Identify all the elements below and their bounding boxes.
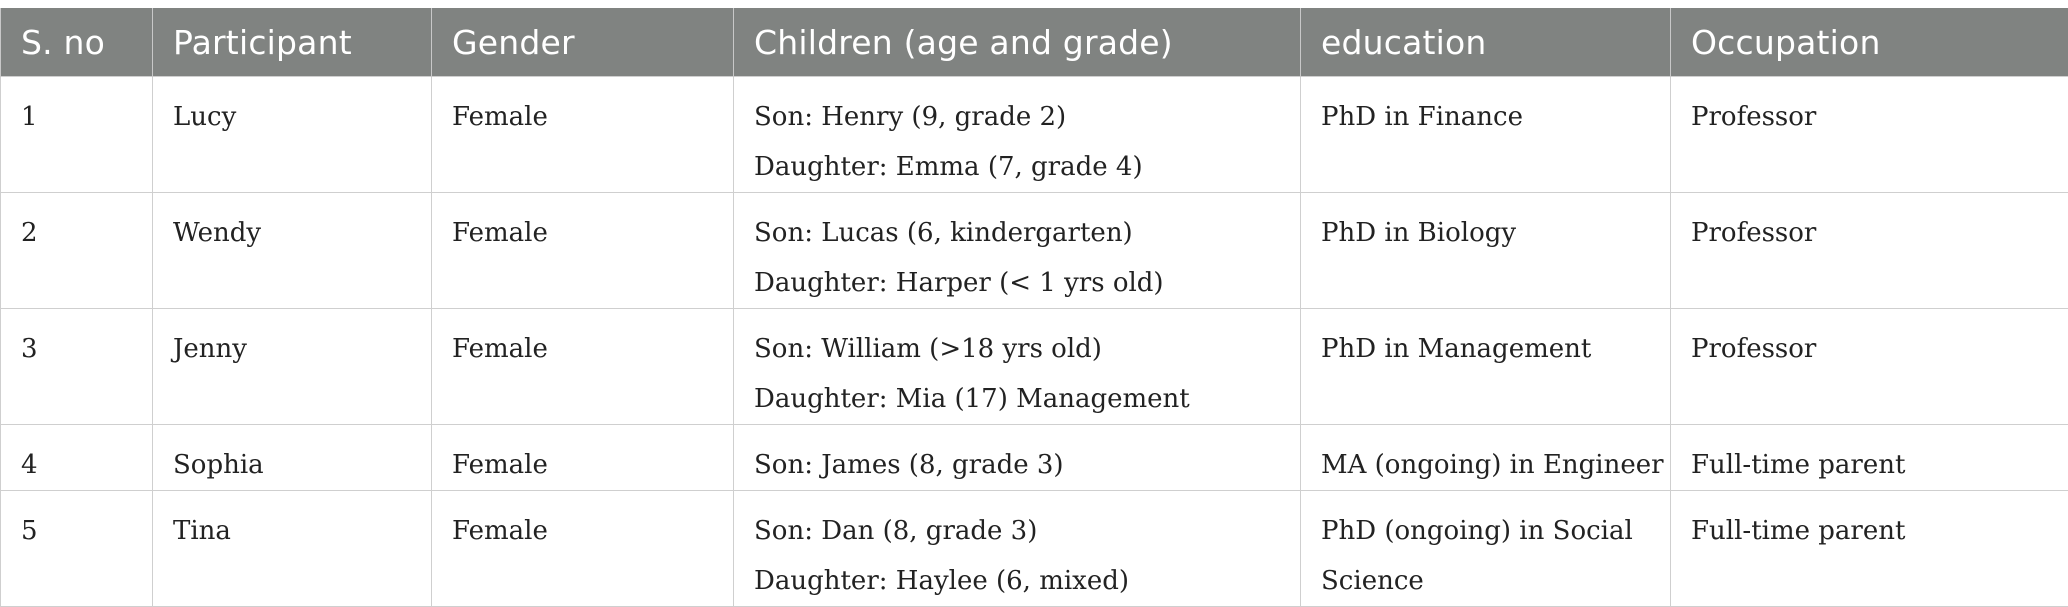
cell-participant: Jenny — [153, 309, 432, 425]
header-row: S. no Participant Gender Children (age a… — [1, 8, 2068, 77]
table-row: 5 Tina Female Son: Dan (8, grade 3) Daug… — [1, 491, 2068, 607]
child-line: Son: Henry (9, grade 2) — [754, 92, 1280, 142]
cell-education: MA (ongoing) in Engineer — [1301, 425, 1671, 491]
cell-occupation: Full-time parent — [1671, 425, 2068, 491]
cell-children: Son: Lucas (6, kindergarten) Daughter: H… — [734, 193, 1301, 309]
education-line: PhD in Finance — [1321, 92, 1650, 142]
cell-participant: Sophia — [153, 425, 432, 491]
child-line: Daughter: Emma (7, grade 4) — [754, 142, 1280, 192]
cell-education: PhD in Management — [1301, 309, 1671, 425]
cell-children: Son: Dan (8, grade 3) Daughter: Haylee (… — [734, 491, 1301, 607]
participants-table-container: S. no Participant Gender Children (age a… — [0, 8, 2068, 607]
header-participant: Participant — [153, 8, 432, 77]
cell-sno: 1 — [1, 77, 153, 193]
cell-participant: Tina — [153, 491, 432, 607]
header-children: Children (age and grade) — [734, 8, 1301, 77]
cell-sno: 5 — [1, 491, 153, 607]
header-education: education — [1301, 8, 1671, 77]
cell-children: Son: Henry (9, grade 2) Daughter: Emma (… — [734, 77, 1301, 193]
cell-gender: Female — [432, 309, 734, 425]
education-line: MA (ongoing) in Engineer — [1321, 440, 1650, 490]
cell-participant: Wendy — [153, 193, 432, 309]
cell-gender: Female — [432, 193, 734, 309]
table-row: 3 Jenny Female Son: William (>18 yrs old… — [1, 309, 2068, 425]
education-line: PhD (ongoing) in Social — [1321, 506, 1650, 556]
header-gender: Gender — [432, 8, 734, 77]
cell-gender: Female — [432, 425, 734, 491]
header-occupation: Occupation — [1671, 8, 2068, 77]
cell-occupation: Full-time parent — [1671, 491, 2068, 607]
child-line: Daughter: Harper (< 1 yrs old) — [754, 258, 1280, 308]
table-body: 1 Lucy Female Son: Henry (9, grade 2) Da… — [1, 77, 2068, 607]
cell-education: PhD in Finance — [1301, 77, 1671, 193]
cell-sno: 3 — [1, 309, 153, 425]
cell-participant: Lucy — [153, 77, 432, 193]
cell-children: Son: James (8, grade 3) — [734, 425, 1301, 491]
cell-occupation: Professor — [1671, 193, 2068, 309]
cell-occupation: Professor — [1671, 309, 2068, 425]
header-sno: S. no — [1, 8, 153, 77]
child-line: Daughter: Mia (17) Management — [754, 374, 1280, 424]
cell-occupation: Professor — [1671, 77, 2068, 193]
cell-gender: Female — [432, 77, 734, 193]
education-line: PhD in Management — [1321, 324, 1650, 374]
child-line: Son: Dan (8, grade 3) — [754, 506, 1280, 556]
child-line: Daughter: Haylee (6, mixed) — [754, 556, 1280, 606]
child-line: Son: William (>18 yrs old) — [754, 324, 1280, 374]
education-line: PhD in Biology — [1321, 208, 1650, 258]
table-row: 1 Lucy Female Son: Henry (9, grade 2) Da… — [1, 77, 2068, 193]
education-line: Science — [1321, 556, 1650, 606]
table-header: S. no Participant Gender Children (age a… — [1, 8, 2068, 77]
cell-education: PhD (ongoing) in Social Science — [1301, 491, 1671, 607]
cell-children: Son: William (>18 yrs old) Daughter: Mia… — [734, 309, 1301, 425]
table-row: 2 Wendy Female Son: Lucas (6, kindergart… — [1, 193, 2068, 309]
cell-sno: 4 — [1, 425, 153, 491]
participants-table: S. no Participant Gender Children (age a… — [0, 8, 2068, 607]
cell-gender: Female — [432, 491, 734, 607]
cell-sno: 2 — [1, 193, 153, 309]
cell-education: PhD in Biology — [1301, 193, 1671, 309]
child-line: Son: Lucas (6, kindergarten) — [754, 208, 1280, 258]
table-row: 4 Sophia Female Son: James (8, grade 3) … — [1, 425, 2068, 491]
child-line: Son: James (8, grade 3) — [754, 440, 1280, 490]
